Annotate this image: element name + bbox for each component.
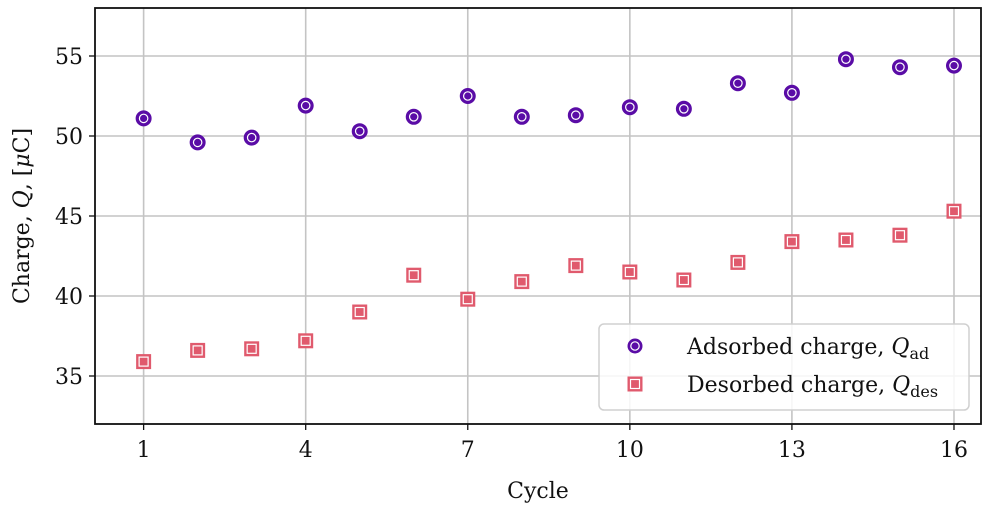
adsorbed-point-inner [625,102,635,112]
desorbed-point [730,254,746,270]
desorbed-point-inner [408,270,419,281]
desorbed-point [406,267,422,283]
adsorbed-point-inner [300,100,311,111]
adsorbed-point [945,57,962,74]
y-tick-label: 55 [55,45,83,70]
legend-label-desorbed: Desorbed charge, Qdes [687,373,938,401]
adsorbed-point [837,51,854,68]
desorbed-point-inner [354,306,365,318]
adsorbed-point-inner [354,126,365,136]
legend-marker-desorbed-inner [629,378,641,390]
axis-ticks: 1 4 7 10 13 16 35 40 45 50 55 [55,45,968,463]
desorbed-point [514,274,530,290]
desorbed-point-inner [624,266,635,278]
x-axis-label: Cycle [507,479,569,504]
y-tick-label: 35 [55,365,83,390]
legend: Adsorbed charge, Qad Desorbed charge, Qde… [598,323,970,411]
adsorbed-point-inner [192,137,203,148]
adsorbed-point-inner [733,78,743,88]
x-tick-label: 10 [616,438,644,463]
adsorbed-point [189,134,206,151]
adsorbed-point-inner [949,60,959,71]
desorbed-point-inner [516,276,527,287]
legend-marker-desorbed [627,376,643,392]
x-tick-label: 1 [137,438,151,463]
desorbed-point [622,264,638,280]
adsorbed-point [675,100,692,117]
y-axis-label: Charge, Q, [μC] [10,128,35,304]
legend-marker-adsorbed-inner [630,341,640,351]
desorbed-point-inner [732,257,743,268]
adsorbed-point-inner [462,91,473,101]
x-tick-label: 7 [461,438,475,463]
desorbed-point [784,234,800,250]
adsorbed-point-inner [841,54,851,64]
adsorbed-point [351,123,368,140]
adsorbed-point [243,129,260,146]
desorbed-point [190,342,206,358]
plot-frame [94,7,982,425]
desorbed-point [136,354,152,370]
adsorbed-point [567,107,584,124]
adsorbed-point-inner [408,112,419,122]
x-tick-label: 13 [778,438,806,463]
desorbed-point-inner [840,234,852,246]
y-tick-label: 50 [55,125,83,150]
desorbed-point [244,341,260,357]
desorbed-point-inner [246,343,257,354]
desorbed-point-inner [192,345,203,356]
adsorbed-point [729,75,746,92]
adsorbed-point [135,110,152,127]
desorbed-point-inner [678,274,689,286]
desorbed-point-inner [138,356,149,367]
desorbed-point-inner [462,294,473,305]
desorbed-point [946,203,962,219]
desorbed-point-inner [894,230,906,241]
legend-box [598,323,970,411]
desorbed-point-inner [786,236,798,247]
adsorbed-point-inner [679,104,689,114]
adsorbed-point [891,59,908,76]
y-tick-label: 45 [55,205,83,230]
adsorbed-point-inner [895,62,905,72]
adsorbed-point-inner [138,113,149,124]
adsorbed-point-inner [787,88,797,98]
adsorbed-point [783,84,800,101]
adsorbed-point [621,99,638,116]
desorbed-point [676,272,692,288]
adsorbed-point-inner [571,110,581,120]
adsorbed-point [459,88,476,104]
desorbed-point-inner [948,206,960,217]
adsorbed-point [513,108,530,125]
desorbed-point [838,232,854,248]
legend-marker-adsorbed [627,338,643,354]
adsorbed-point-inner [246,132,257,143]
desorbed-point [298,333,314,349]
adsorbed-point [405,108,422,125]
desorbed-point-inner [570,260,581,271]
legend-label-adsorbed: Adsorbed charge, Qad [686,335,929,363]
desorbed-point [460,291,476,307]
adsorbed-point-inner [516,112,527,122]
desorbed-point [892,227,908,243]
desorbed-point [352,304,368,320]
x-tick-label: 4 [299,438,313,463]
desorbed-point-inner [300,335,311,346]
data-points [135,51,962,370]
x-tick-label: 16 [940,438,968,463]
desorbed-point [568,258,584,274]
y-tick-label: 40 [55,285,83,310]
adsorbed-point [297,97,314,114]
